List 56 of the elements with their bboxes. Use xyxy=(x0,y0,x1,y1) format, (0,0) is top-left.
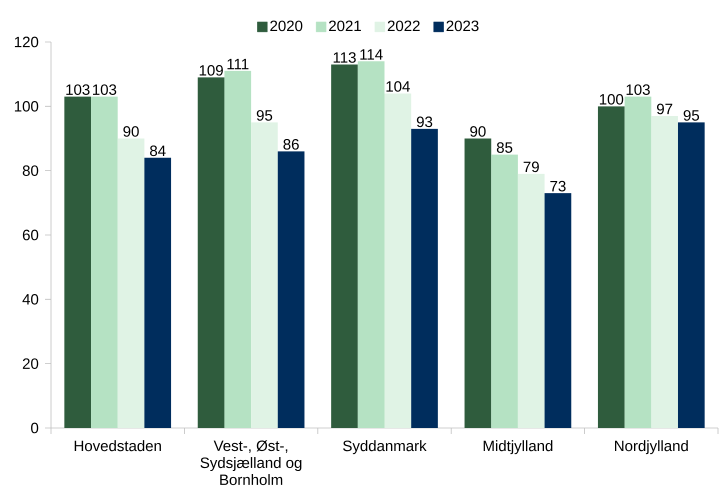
data-label: 103 xyxy=(92,84,116,95)
data-label: 79 xyxy=(524,162,539,172)
data-label: 97 xyxy=(657,104,672,114)
data-label: 114 xyxy=(360,49,383,60)
bar xyxy=(464,138,492,428)
data-label: 86 xyxy=(283,139,299,150)
data-label: 104 xyxy=(386,81,410,92)
data-label: 95 xyxy=(684,110,700,121)
legend-label: 2022 xyxy=(388,20,420,32)
data-label: 93 xyxy=(416,116,432,128)
bar xyxy=(278,151,304,428)
x-tick-label: Nordjylland xyxy=(615,440,688,454)
data-label: 85 xyxy=(496,142,512,153)
data-label: 84 xyxy=(150,145,166,156)
bar xyxy=(64,96,92,428)
bar xyxy=(358,61,385,428)
bar xyxy=(411,128,438,428)
bar xyxy=(544,193,572,428)
legend-label: 2020 xyxy=(270,20,302,32)
y-tick-label: 0 xyxy=(31,422,38,434)
x-tick-label: Midtjylland xyxy=(484,440,552,454)
bar xyxy=(598,106,625,428)
x-tick-label: Syddanmark xyxy=(343,440,427,454)
y-tick-label: 60 xyxy=(22,230,38,240)
bar xyxy=(678,122,705,428)
bar xyxy=(624,96,652,428)
bar xyxy=(91,96,118,428)
data-label: 103 xyxy=(66,84,90,95)
bar xyxy=(518,174,545,428)
y-tick-label: 40 xyxy=(22,294,38,305)
data-label: 90 xyxy=(470,126,486,137)
data-label: 95 xyxy=(256,110,272,121)
bar xyxy=(651,116,678,428)
data-label: 100 xyxy=(600,94,624,105)
legend-label: 2023 xyxy=(446,20,479,32)
bar xyxy=(251,122,278,428)
x-tick-label: Hovedstaden xyxy=(74,440,161,452)
bar xyxy=(144,158,172,428)
bar xyxy=(331,64,358,428)
legend-label: 2021 xyxy=(329,20,361,32)
data-label: 90 xyxy=(123,126,139,137)
y-tick-label: 80 xyxy=(22,165,38,176)
bar xyxy=(198,77,224,428)
bar xyxy=(384,93,412,428)
data-label: 111 xyxy=(228,58,248,70)
data-label: 73 xyxy=(550,180,566,192)
data-label: 103 xyxy=(626,84,650,95)
y-tick-label: 100 xyxy=(14,101,38,112)
y-tick-label: 120 xyxy=(14,36,38,48)
bar xyxy=(491,154,518,428)
bar xyxy=(224,70,252,428)
bar xyxy=(118,138,144,428)
data-label: 113 xyxy=(334,52,356,63)
y-tick-label: 20 xyxy=(22,358,38,369)
data-label: 109 xyxy=(200,65,223,76)
x-tick-label: Vest-, Øst-, Sydsjælland og Bornholm xyxy=(200,440,302,486)
